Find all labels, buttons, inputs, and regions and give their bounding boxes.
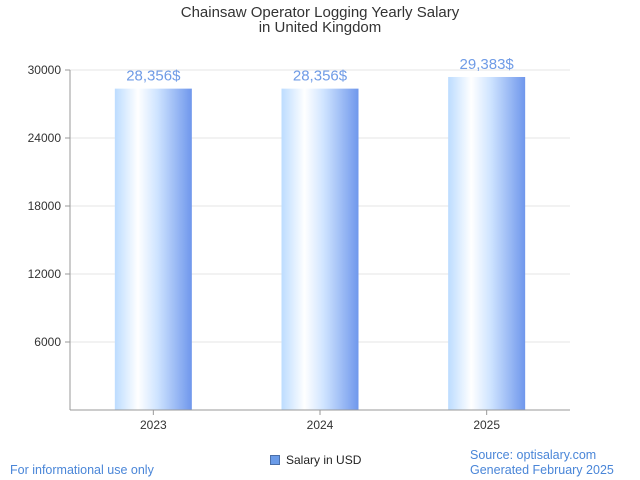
bar-2023 [114,88,192,410]
data-label-2023: 28,356$ [126,68,181,85]
x-tick-label-2023: 2023 [140,418,167,432]
y-tick-label: 24000 [28,131,62,145]
bar-2025 [448,76,526,410]
legend-label: Salary in USD [286,453,362,467]
y-tick-label: 12000 [28,267,62,281]
data-label-2025: 29,383$ [460,56,515,73]
chart-title-line-1: Chainsaw Operator Logging Yearly Salary [181,4,460,21]
bar-2024 [281,88,359,410]
x-tick-label-2025: 2025 [473,418,500,432]
y-tick-label: 30000 [28,63,62,77]
y-tick-label: 18000 [28,199,62,213]
generated-date: Generated February 2025 [470,463,614,477]
x-tick-label-2024: 2024 [307,418,334,432]
y-tick-label: 6000 [34,335,61,349]
legend-swatch [270,455,280,465]
disclaimer-text: For informational use only [10,463,154,477]
source-text: Source: optisalary.com [470,448,597,462]
chart-title-line-2: in United Kingdom [259,19,382,36]
source-block: Source: optisalary.com Generated Februar… [470,448,614,478]
data-label-2024: 28,356$ [293,68,348,85]
legend: Salary in USD [270,453,361,467]
